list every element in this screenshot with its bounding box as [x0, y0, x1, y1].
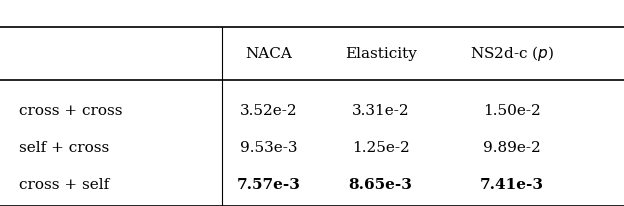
Text: 1.50e-2: 1.50e-2: [483, 104, 540, 118]
Text: self + cross: self + cross: [19, 141, 109, 155]
Text: 8.65e-3: 8.65e-3: [349, 178, 412, 192]
Text: cross + cross: cross + cross: [19, 104, 122, 118]
Text: NS2d-c ($p$): NS2d-c ($p$): [470, 44, 553, 63]
Text: Elasticity: Elasticity: [344, 47, 417, 61]
Text: 1.25e-2: 1.25e-2: [352, 141, 409, 155]
Text: 9.53e-3: 9.53e-3: [240, 141, 297, 155]
Text: 3.31e-2: 3.31e-2: [352, 104, 409, 118]
Text: 9.89e-2: 9.89e-2: [483, 141, 540, 155]
Text: 7.41e-3: 7.41e-3: [480, 178, 544, 192]
Text: 7.57e-3: 7.57e-3: [236, 178, 300, 192]
Text: NACA: NACA: [245, 47, 292, 61]
Text: 3.52e-2: 3.52e-2: [240, 104, 297, 118]
Text: cross + self: cross + self: [19, 178, 109, 192]
